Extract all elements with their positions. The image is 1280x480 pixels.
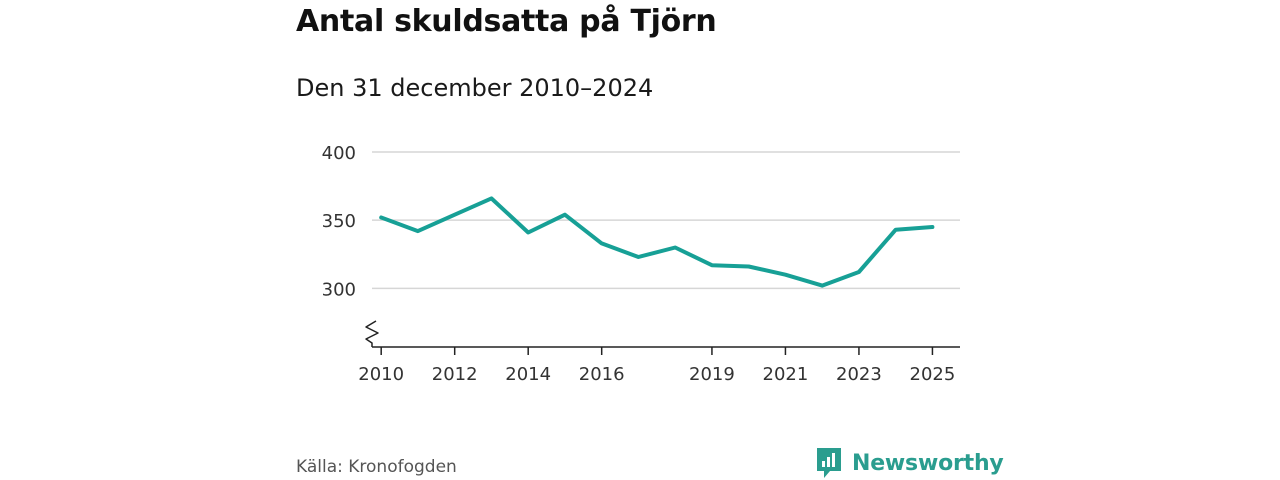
x-tick-label: 2016 bbox=[579, 364, 625, 385]
newsworthy-icon bbox=[817, 448, 841, 478]
chart-title: Antal skuldsatta på Tjörn bbox=[296, 4, 717, 39]
source-note: Källa: Kronofogden bbox=[296, 457, 457, 477]
x-tick-label: 2021 bbox=[763, 364, 809, 385]
y-tick-label: 350 bbox=[322, 211, 356, 232]
x-tick-label: 2014 bbox=[505, 364, 551, 385]
x-tick-label: 2025 bbox=[910, 364, 956, 385]
x-tick-label: 2012 bbox=[432, 364, 478, 385]
x-tick-label: 2010 bbox=[358, 364, 404, 385]
y-tick-label: 400 bbox=[322, 143, 356, 164]
y-tick-label: 300 bbox=[322, 279, 356, 300]
chart-subtitle: Den 31 december 2010–2024 bbox=[296, 74, 654, 102]
series-line bbox=[379, 196, 935, 288]
x-tick-label: 2019 bbox=[689, 364, 735, 385]
line-chart: 300 350 400 2010 2012 2014 2016 2019 2021 2023 202… bbox=[322, 143, 960, 385]
brand-logo[interactable]: Newsworthy bbox=[815, 446, 1004, 480]
axis-break-icon bbox=[365, 320, 379, 347]
x-tick-label: 2023 bbox=[836, 364, 882, 385]
brand-name: Newsworthy bbox=[852, 450, 1004, 476]
